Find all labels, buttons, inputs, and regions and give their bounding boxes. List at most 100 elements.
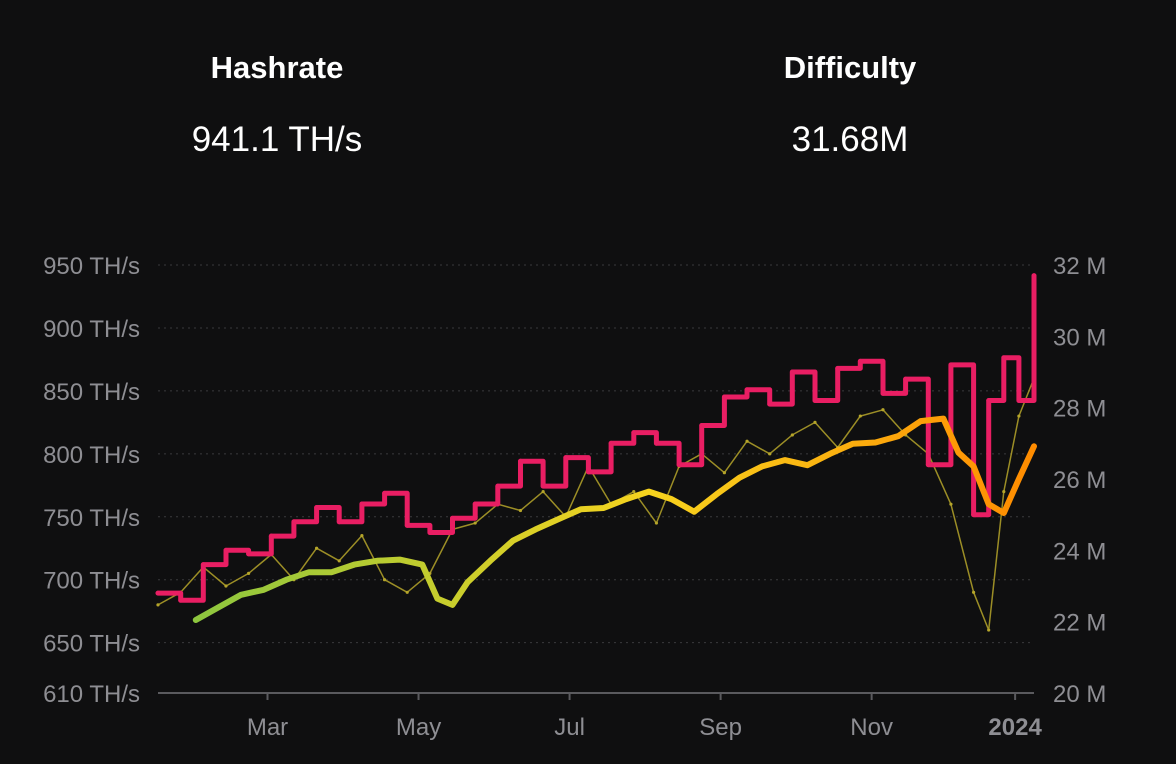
hashrate-average-point xyxy=(532,526,539,532)
hashrate-daily-point xyxy=(949,502,953,506)
hashrate-average-point xyxy=(759,463,765,470)
x-tick-label: 2024 xyxy=(988,714,1042,741)
y-left-tick-label: 950 TH/s xyxy=(43,253,140,280)
hashrate-daily-point xyxy=(224,584,228,588)
y-left-tick-label: 850 TH/s xyxy=(43,379,140,406)
hashrate-daily-line xyxy=(157,378,1035,631)
hashrate-average-point xyxy=(970,463,977,470)
hashrate-average-point xyxy=(449,602,456,608)
hashrate-average-point xyxy=(397,556,403,563)
difficulty-point xyxy=(631,430,637,436)
difficulty-point xyxy=(1031,273,1037,279)
difficulty-point xyxy=(986,398,992,403)
x-tick-label: Jul xyxy=(554,714,585,741)
difficulty-point xyxy=(676,462,682,468)
series xyxy=(155,273,1037,632)
hashrate-average-point xyxy=(283,577,289,583)
y-right-tick-label: 32 M xyxy=(1053,253,1106,280)
y-right-tick-label: 24 M xyxy=(1053,538,1106,565)
hashrate-average-point xyxy=(555,516,561,522)
difficulty-point xyxy=(268,533,274,539)
hashrate-daily-point xyxy=(473,521,477,525)
y-left-tick-label: 750 TH/s xyxy=(43,505,140,532)
difficulty-point xyxy=(971,512,976,518)
hashrate-average-point xyxy=(623,496,629,502)
difficulty-point xyxy=(789,369,795,375)
difficulty-point xyxy=(608,440,614,446)
hashrate-value: 941.1 TH/s xyxy=(191,120,363,159)
hashrate-average-point xyxy=(940,415,946,422)
y-left-tick-label: 700 TH/s xyxy=(43,568,140,595)
hashrate-average-point xyxy=(872,439,879,446)
hashrate-average-point xyxy=(646,488,652,495)
difficulty-point xyxy=(427,530,433,535)
difficulty-point xyxy=(540,483,546,489)
hashrate-average-point xyxy=(510,538,516,544)
hashrate-label: Hashrate xyxy=(210,50,344,85)
hashrate-average-point xyxy=(827,451,833,457)
difficulty-line xyxy=(155,273,1037,603)
hashrate-daily-point xyxy=(745,439,749,443)
hashrate-average-point xyxy=(329,569,335,575)
difficulty-stat: Difficulty 31.68M xyxy=(700,0,1000,160)
y-left-tick-label: 900 TH/s xyxy=(43,316,140,343)
difficulty-point xyxy=(812,398,818,403)
hashrate-daily-point xyxy=(518,508,523,513)
hashrate-daily-point xyxy=(654,521,659,525)
hashrate-daily-point xyxy=(813,420,817,424)
hashrate-average-point xyxy=(804,462,811,468)
difficulty-point xyxy=(223,547,229,553)
x-tick-label: May xyxy=(396,714,441,741)
hashrate-average-point xyxy=(955,449,962,456)
hashrate-daily-point xyxy=(382,578,387,582)
hashrate-daily-point xyxy=(971,590,976,594)
difficulty-value: 31.68M xyxy=(791,120,909,159)
difficulty-point xyxy=(1016,398,1022,403)
y-right-tick-label: 20 M xyxy=(1053,681,1106,708)
hashrate-average-point xyxy=(736,475,743,481)
hashrate-average-point xyxy=(1016,476,1022,482)
hashrate-average-point xyxy=(1031,443,1037,449)
hashrate-average-point xyxy=(578,506,584,512)
hashrate-average-point xyxy=(434,595,441,602)
hashrate-average-point xyxy=(986,501,992,507)
hashrate-daily-point xyxy=(247,571,251,576)
y-right-tick-label: 22 M xyxy=(1053,610,1106,637)
hashrate-stat: Hashrate 941.1 TH/s xyxy=(127,0,427,160)
hashrate-daily-point xyxy=(987,628,991,632)
difficulty-point xyxy=(721,394,727,400)
difficulty-point xyxy=(563,455,569,460)
hashrate-daily-point xyxy=(156,603,160,607)
difficulty-point xyxy=(857,358,863,364)
y-right-tick-label: 28 M xyxy=(1053,396,1106,423)
y-left-tick-label: 800 TH/s xyxy=(43,442,140,469)
hashrate-daily-point xyxy=(360,534,364,538)
hashrate-daily-point xyxy=(881,408,885,412)
hashrate-daily-point xyxy=(722,471,726,475)
hashrate-average-point xyxy=(668,496,675,502)
y-left-tick-label: 610 TH/s xyxy=(43,681,140,708)
difficulty-point xyxy=(767,401,773,407)
difficulty-point xyxy=(1001,355,1007,361)
hashrate-average-point xyxy=(782,457,788,463)
x-tick-label: Mar xyxy=(247,714,288,741)
difficulty-point xyxy=(903,376,909,382)
y-left-tick-label: 650 TH/s xyxy=(43,631,140,658)
difficulty-point xyxy=(291,519,297,525)
difficulty-point xyxy=(336,519,342,525)
difficulty-point xyxy=(654,440,659,446)
difficulty-point xyxy=(948,362,954,368)
difficulty-point xyxy=(404,522,410,528)
y-right-tick-label: 30 M xyxy=(1053,324,1106,351)
hashrate-average-point xyxy=(1001,510,1007,516)
hashrate-average-point xyxy=(850,441,856,447)
hashrate-daily-point xyxy=(1002,489,1006,494)
hashrate-average-point xyxy=(918,418,924,424)
difficulty-point xyxy=(518,458,523,464)
hashrate-average-point xyxy=(419,562,425,568)
difficulty-point xyxy=(472,501,478,507)
difficulty-label: Difficulty xyxy=(783,50,917,85)
x-tick-label: Nov xyxy=(850,714,893,741)
hashrate-average-point xyxy=(306,569,312,575)
hashrate-daily-point xyxy=(314,546,319,550)
